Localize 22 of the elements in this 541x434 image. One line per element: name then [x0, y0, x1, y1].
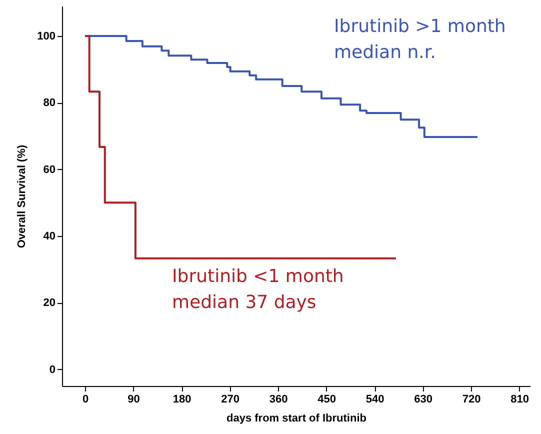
x-tick-label: 720: [462, 394, 481, 406]
y-tick-label: 100: [37, 30, 56, 42]
annotation: median 37 days: [172, 292, 316, 313]
series-label: Ibrutinib <1 month: [172, 266, 344, 287]
y-tick-label: 0: [49, 364, 56, 376]
y-tick-label: 60: [43, 164, 56, 176]
x-tick-label: 0: [82, 394, 89, 406]
x-tick-label: 360: [269, 394, 288, 406]
x-tick-label: 450: [318, 394, 336, 406]
y-tick-label: 40: [43, 230, 56, 242]
annotation: median n.r.: [334, 42, 436, 63]
y-tick-label: 80: [43, 97, 56, 110]
x-axis-title: days from start of Ibrutinib: [226, 412, 367, 424]
y-axis-title: Overall Survival (%): [16, 144, 28, 248]
text: Ibrutinib >1 month: [334, 16, 506, 37]
x-tick-label: 540: [366, 394, 384, 406]
x-tick-label: 90: [128, 394, 140, 406]
x-tick-label: 630: [414, 394, 432, 406]
x-tick-label: 270: [221, 394, 240, 406]
y-tick-label: 20: [43, 297, 56, 310]
x-tick-label: 810: [510, 394, 529, 406]
x-tick-label: 180: [172, 394, 192, 406]
